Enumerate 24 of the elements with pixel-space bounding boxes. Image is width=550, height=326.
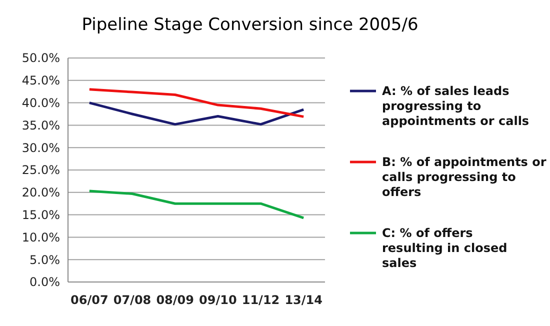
legend-label: B: % of appointments or calls progressing to offers [382, 155, 546, 199]
chart-title: Pipeline Stage Conversion since 2005/6 [82, 15, 418, 35]
x-tick-label: 07/08 [113, 293, 152, 307]
y-tick-label: 40.0% [22, 96, 60, 110]
y-tick-label: 5.0% [30, 252, 60, 267]
x-tick-label: 09/10 [199, 293, 237, 307]
y-tick-label: 35.0% [22, 118, 60, 132]
legend-label: C: % of offers resulting in closed sales [382, 226, 508, 270]
y-tick-label: 45.0% [22, 74, 60, 88]
y-tick-label: 0.0% [30, 275, 60, 290]
x-tick-label: 11/12 [242, 293, 280, 307]
y-tick-label: 50.0% [22, 51, 60, 66]
line-series [88, 88, 305, 118]
y-tick-label: 15.0% [22, 208, 60, 222]
x-tick-label: 13/14 [284, 293, 322, 307]
y-tick-label: 30.0% [22, 140, 60, 155]
y-tick-label: 25.0% [22, 163, 60, 178]
x-tick-label: 08/09 [156, 293, 194, 307]
x-tick-label: 06/07 [70, 293, 108, 307]
y-tick-label: 20.0% [22, 186, 60, 200]
legend-label: A: % of sales leads progressing to appointments or calls [382, 84, 530, 128]
line-series [88, 190, 305, 220]
line-series [88, 102, 305, 126]
y-tick-label: 10.0% [22, 230, 60, 244]
